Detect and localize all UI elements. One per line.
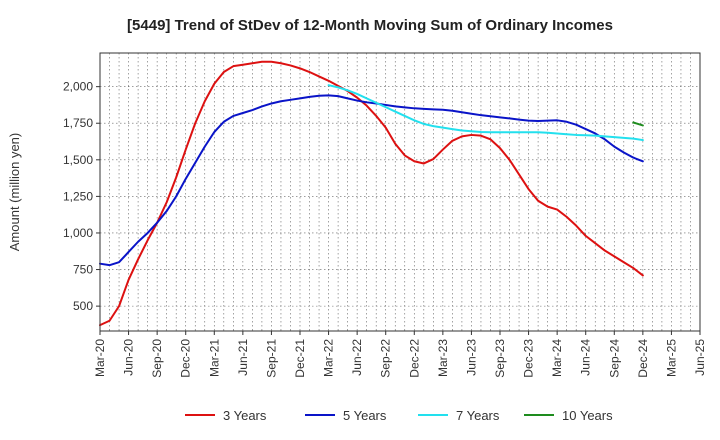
x-tick-label: Mar-21 [207, 339, 221, 377]
legend-label: 3 Years [223, 408, 267, 423]
x-tick-label: Mar-23 [436, 339, 450, 377]
y-tick-label: 1,500 [63, 153, 93, 167]
chart-title: [5449] Trend of StDev of 12-Month Moving… [127, 17, 613, 34]
x-tick-label: Jun-22 [350, 339, 364, 376]
y-tick-label: 2,000 [63, 80, 93, 94]
x-tick-label: Sep-20 [150, 339, 164, 378]
x-tick-label: Dec-24 [636, 339, 650, 378]
x-tick-label: Jun-24 [579, 339, 593, 376]
plot-border [99, 52, 701, 332]
x-tick-label: Sep-23 [493, 339, 507, 378]
x-tick-label: Mar-20 [93, 339, 107, 377]
horizontal-grid [100, 86, 700, 307]
series-line-10-years [632, 121, 644, 127]
x-tick-label: Dec-23 [522, 339, 536, 378]
y-tick-label: 750 [73, 263, 93, 277]
x-tick-label: Dec-22 [407, 339, 421, 378]
x-tick-label: Sep-24 [607, 339, 621, 378]
series-line-5-years [99, 94, 644, 267]
x-tick-label: Jun-23 [464, 339, 478, 376]
series-line-7-years [327, 84, 644, 142]
y-axis-label: Amount (million yen) [7, 133, 22, 252]
x-tick-label: Jun-20 [122, 339, 136, 376]
y-tick-label: 500 [73, 299, 93, 313]
legend-label: 10 Years [562, 408, 613, 423]
x-tick-label: Jun-25 [693, 339, 707, 376]
y-tick-label: 1,250 [63, 189, 93, 203]
x-tick-label: Dec-21 [293, 339, 307, 378]
series-layer [99, 60, 644, 327]
x-tick-label: Jun-21 [236, 339, 250, 376]
x-tick-label: Dec-20 [179, 339, 193, 378]
y-tick-label: 1,750 [63, 116, 93, 130]
x-tick-label: Sep-22 [379, 339, 393, 378]
x-tick-label: Mar-24 [550, 339, 564, 377]
x-tick-label: Sep-21 [264, 339, 278, 378]
y-axis-ticks: 500 750 1,000 1,250 1,500 1,750 2,000 [63, 80, 100, 313]
x-axis-ticks: Mar-20 Jun-20 Sep-20 Dec-20 Mar-21 Jun-21 Sep-… [93, 331, 707, 378]
legend: 3 Years 5 Years 7 Years 10 Years [185, 408, 613, 423]
x-tick-label: Mar-22 [322, 339, 336, 377]
plot-area [99, 52, 701, 332]
legend-label: 5 Years [343, 408, 387, 423]
legend-label: 7 Years [456, 408, 500, 423]
x-tick-label: Mar-25 [664, 339, 678, 377]
y-tick-label: 1,000 [63, 226, 93, 240]
series-line-3-years [99, 60, 644, 327]
